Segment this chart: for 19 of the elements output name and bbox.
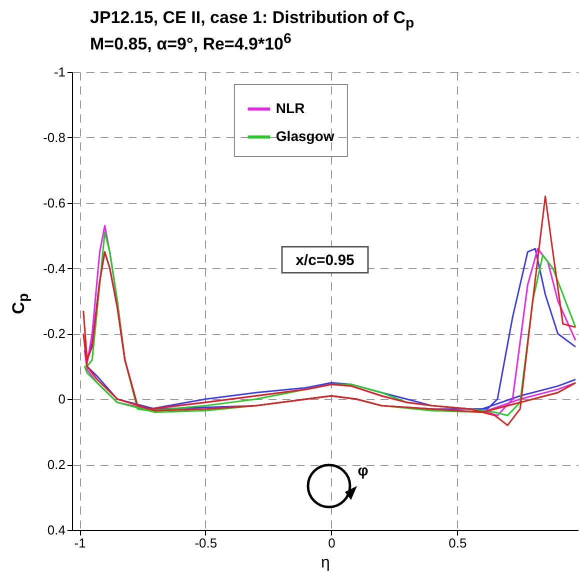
legend-label: Glasgow — [276, 128, 334, 144]
y-tick-label: 0 — [58, 392, 66, 407]
y-tick-label: 0.2 — [47, 457, 66, 472]
chart-title: JP12.15, CE II, case 1: Distribution of C$_{p}$ — [90, 8, 414, 32]
y-tick-label: -0.2 — [43, 326, 66, 342]
y-tick-label: -0.4 — [43, 260, 66, 276]
x-tick-label: -1 — [74, 536, 86, 550]
y-tick-label: -0.8 — [43, 130, 66, 145]
x-tick-label: 0.5 — [448, 536, 467, 550]
x-axis-title: η — [321, 554, 330, 572]
legend-label: NLR — [276, 100, 305, 116]
chart-subtitle: M=0.85, α=9°, Re=4.9*10$^{6}$ — [90, 31, 292, 55]
y-tick-label: -1 — [54, 64, 66, 80]
x-tick-label: -0.5 — [194, 536, 218, 550]
y-tick-label: 0.4 — [47, 522, 66, 538]
y-tick-label: -0.6 — [43, 195, 66, 210]
x-tick-label: 0 — [328, 536, 336, 550]
annotation: φ — [358, 462, 369, 480]
annotation: x/c=0.95 — [296, 252, 354, 269]
